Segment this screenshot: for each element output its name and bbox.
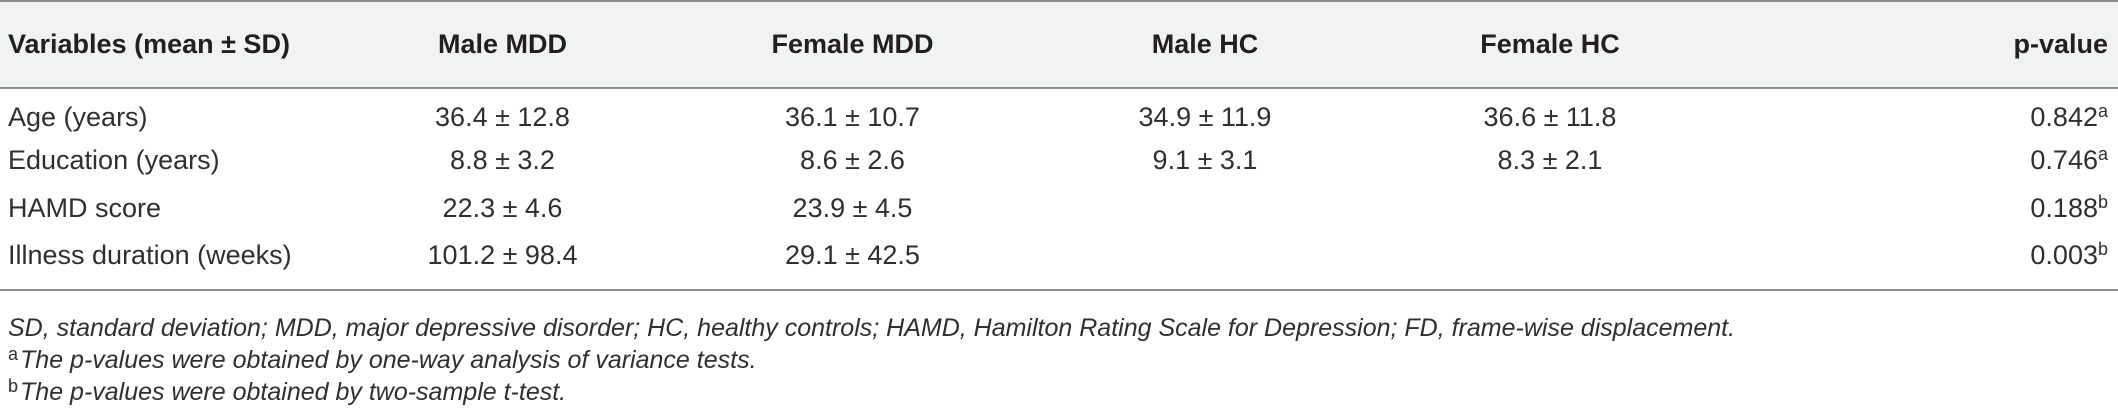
- cell-p-value: 0.003b: [1725, 232, 2118, 291]
- cell-male-hc: [1035, 232, 1375, 291]
- cell-female-mdd: 29.1 ± 42.5: [670, 232, 1035, 291]
- cell-p-value: 0.746a: [1725, 136, 2118, 184]
- header-male-mdd: Male MDD: [335, 0, 670, 89]
- footnote-a-text: The p-values were obtained by one-way an…: [20, 346, 757, 374]
- cell-variable: Education (years): [8, 144, 220, 175]
- table-row: Education (years) 8.8 ± 3.2 8.6 ± 2.6 9.…: [0, 136, 2118, 184]
- p-value-text: 0.746: [2030, 144, 2098, 175]
- p-value-footnote-marker: b: [2097, 239, 2108, 259]
- p-value-footnote-marker: a: [2097, 101, 2108, 121]
- p-value-text: 0.188: [2030, 192, 2098, 223]
- cell-female-mdd: 23.9 ± 4.5: [792, 192, 913, 223]
- footnote-a: aThe p-values were obtained by one-way a…: [8, 344, 2108, 376]
- header-female-mdd: Female MDD: [670, 0, 1035, 89]
- cell-variable: Age (years): [8, 102, 148, 132]
- demographics-table: Variables (mean ± SD) Male MDD Female MD…: [0, 0, 2118, 291]
- header-p-value: p-value: [1725, 0, 2118, 89]
- cell-female-mdd: 8.6 ± 2.6: [800, 144, 905, 175]
- cell-variable: HAMD score: [8, 192, 162, 223]
- cell-p-value: 0.842a: [1725, 88, 2118, 136]
- footnote-a-marker: a: [8, 344, 19, 364]
- cell-male-mdd: 101.2 ± 98.4: [335, 232, 670, 291]
- cell-female-hc: [1375, 184, 1725, 232]
- cell-variable: Illness duration (weeks): [0, 232, 335, 291]
- footnote-b-text: The p-values were obtained by two-sample…: [20, 378, 567, 406]
- p-value-text: 0.003: [2030, 240, 2098, 270]
- cell-female-hc: [1375, 232, 1725, 291]
- cell-male-hc: 34.9 ± 11.9: [1138, 102, 1272, 132]
- cell-male-mdd: 8.8 ± 3.2: [450, 144, 555, 175]
- table-row: Illness duration (weeks) 101.2 ± 98.4 29…: [0, 232, 2118, 291]
- p-value-text: 0.842: [2030, 102, 2098, 132]
- p-value-footnote-marker: a: [2097, 143, 2108, 164]
- footnote-b-marker: b: [8, 376, 19, 396]
- cell-female-hc: 8.3 ± 2.1: [1497, 144, 1603, 175]
- cell-male-mdd: 22.3 ± 4.6: [442, 192, 563, 223]
- footnote-b: bThe p-values were obtained by two-sampl…: [8, 376, 2108, 408]
- cell-p-value: 0.188b: [1725, 184, 2118, 232]
- header-male-hc: Male HC: [1035, 0, 1375, 89]
- table-footnotes: SD, standard deviation; MDD, major depre…: [8, 312, 2108, 408]
- cell-female-mdd: 36.1 ± 10.7: [785, 102, 920, 132]
- cell-male-mdd: 36.4 ± 12.8: [435, 102, 570, 132]
- cell-male-hc: [1035, 184, 1375, 232]
- header-variables: Variables (mean ± SD): [0, 0, 335, 89]
- abbreviations-note: SD, standard deviation; MDD, major depre…: [8, 314, 1736, 342]
- table-header-row: Variables (mean ± SD) Male MDD Female MD…: [0, 0, 2118, 89]
- cell-male-hc: 9.1 ± 3.1: [1152, 144, 1258, 175]
- table-row: HAMD score 22.3 ± 4.6 23.9 ± 4.5 0.188b: [0, 184, 2118, 232]
- table-row: Age (years) 36.4 ± 12.8 36.1 ± 10.7 34.9…: [0, 88, 2118, 136]
- cell-female-hc: 36.6 ± 11.8: [1483, 102, 1617, 132]
- p-value-footnote-marker: b: [2097, 191, 2108, 212]
- header-female-hc: Female HC: [1375, 0, 1725, 89]
